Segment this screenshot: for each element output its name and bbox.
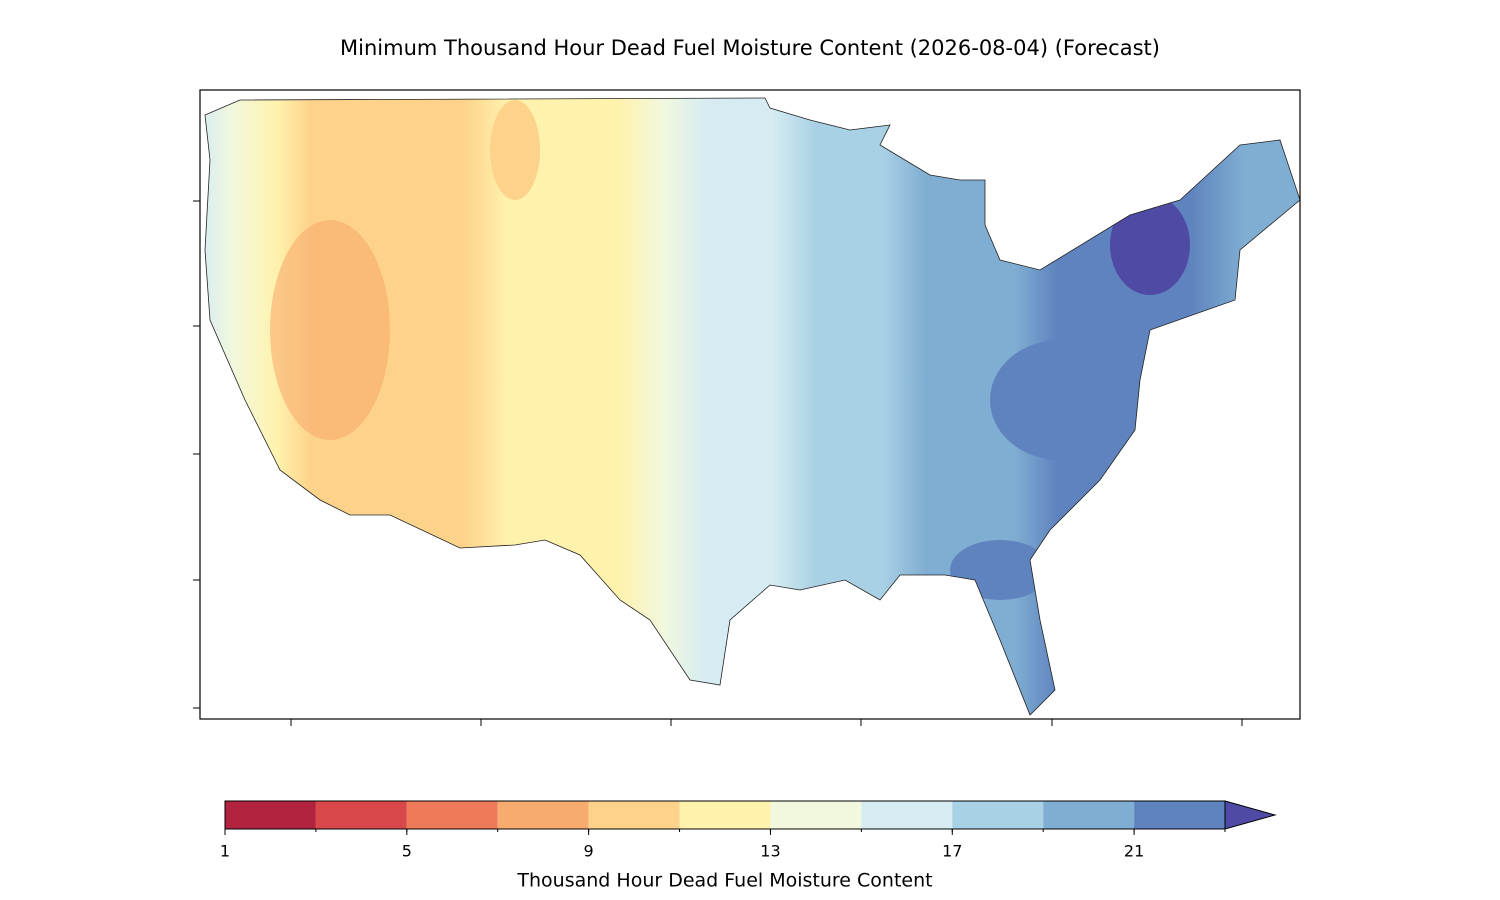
colorbar-segment [1043, 801, 1135, 829]
colorbar-extension [1224, 800, 1277, 830]
colorbar-segment [315, 801, 407, 829]
colorbar-tick-label: 9 [584, 842, 594, 861]
colorbar-label: Thousand Hour Dead Fuel Moisture Content [516, 870, 932, 892]
colorbar-segment [770, 801, 862, 829]
colorbar: 1 5 9 13 17 21 [220, 800, 1277, 861]
colorbar-segment [225, 801, 316, 829]
colorbar-tick-label: 1 [220, 842, 230, 861]
colorbar-segment [497, 801, 589, 829]
colorbar-segment [861, 801, 953, 829]
colorbar-segment [952, 801, 1044, 829]
colorbar-tick-label: 17 [942, 842, 962, 861]
colorbar-segment [679, 801, 771, 829]
colorbar-tick-label: 21 [1124, 842, 1144, 861]
colorbar-tick-label: 5 [402, 842, 412, 861]
colorbar-frame [224, 800, 1226, 830]
colorbar-tick-label: 13 [760, 842, 780, 861]
colorbar-segment [1134, 801, 1225, 829]
colorbar-segment [588, 801, 680, 829]
map-title: Minimum Thousand Hour Dead Fuel Moisture… [340, 36, 1160, 60]
colorbar-segment [406, 801, 498, 829]
map [193, 89, 1301, 726]
